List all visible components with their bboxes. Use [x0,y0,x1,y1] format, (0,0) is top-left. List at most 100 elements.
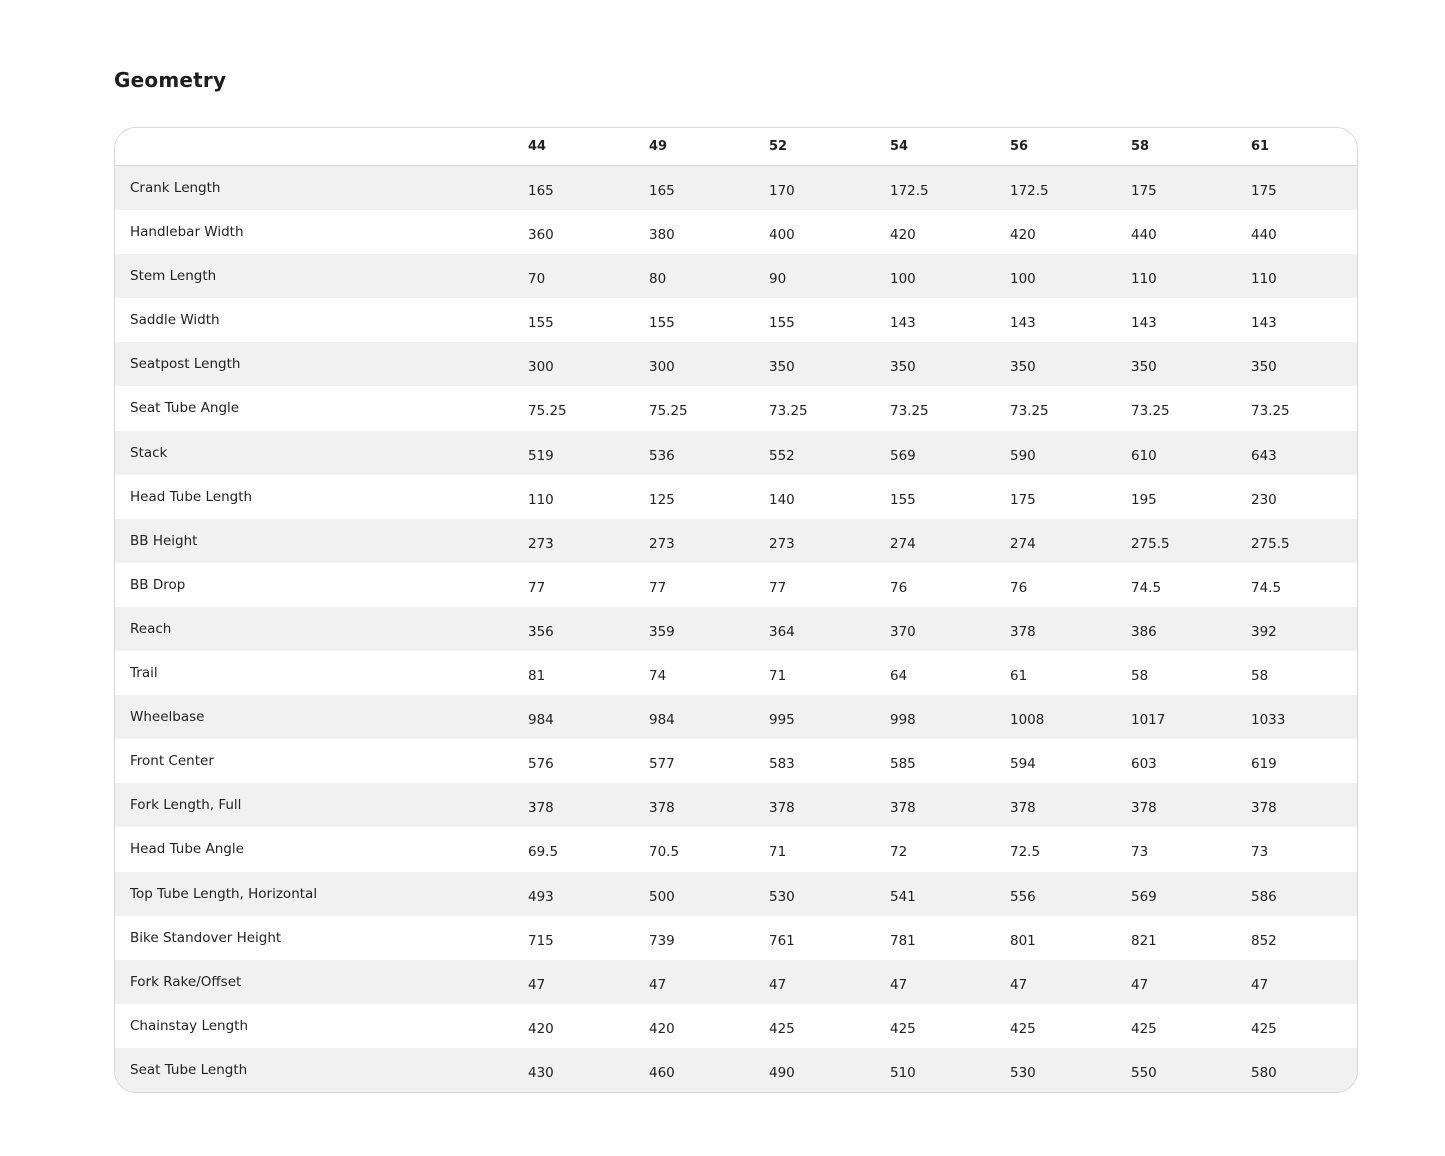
table-cell: 175 [1010,491,1036,508]
table-cell: 47 [649,976,667,993]
row-label: Crank Length [130,180,221,196]
table-row: Handlebar Width 360 380 400 420 420 440 440 [115,210,1357,254]
table-cell: 420 [1010,227,1036,244]
table-cell: 530 [1010,1064,1036,1081]
table-cell: 425 [1251,1020,1277,1037]
table-cell: 556 [1010,888,1036,905]
table-row: Reach 356 359 364 370 378 386 392 [115,606,1357,652]
table-cell: 440 [1251,227,1277,244]
table-cell: 170 [769,183,795,199]
table-cell: 378 [1010,623,1036,640]
table-cell: 73.25 [769,403,808,420]
table-cell: 490 [769,1064,795,1081]
row-label: BB Height [130,532,198,549]
table-cell: 378 [890,800,916,817]
table-row: Seat Tube Angle 75.25 75.25 73.25 73.25 73.25… [115,386,1357,430]
table-cell: 350 [1131,359,1157,376]
table-cell: 71 [769,844,787,861]
row-label: Handlebar Width [130,224,244,241]
table-cell: 175 [1251,183,1277,199]
table-cell: 1008 [1010,712,1045,729]
column-header-size-52: 52 [769,139,788,154]
table-cell: 583 [769,756,795,773]
table-cell: 100 [890,271,916,288]
table-cell: 77 [528,579,546,596]
table-row: Front Center 576 577 583 585 594 603 619 [115,739,1357,783]
table-cell: 72.5 [1010,844,1041,861]
table-cell: 370 [890,623,916,640]
table-body: Crank Length 165 165 170 172.5 172.5 175 175 Han… [115,166,1357,1092]
table-cell: 70.5 [649,844,680,861]
column-header-size-54: 54 [890,139,909,154]
table-cell: 585 [890,756,916,773]
table-cell: 420 [649,1020,675,1037]
table-cell: 590 [1010,447,1036,464]
table-cell: 594 [1010,756,1036,773]
table-cell: 536 [649,447,675,464]
row-label: Fork Rake/Offset [130,973,242,990]
table-cell: 58 [1251,668,1269,685]
row-label: Seatpost Length [130,356,241,373]
table-cell: 739 [649,932,675,949]
column-header-size-61: 61 [1251,139,1270,154]
table-cell: 274 [1010,535,1036,552]
table-row: Stem Length 70 80 90 100 100 110 110 [115,254,1357,299]
table-cell: 998 [890,712,916,729]
section-title: Geometry [114,68,227,92]
table-row: Bike Standover Height 715 739 761 781 801 821 8… [115,916,1357,960]
table-cell: 569 [1131,888,1157,905]
table-cell: 110 [1251,271,1277,288]
table-cell: 73.25 [890,403,929,420]
table-cell: 61 [1010,668,1028,685]
table-cell: 360 [528,227,554,244]
table-cell: 493 [528,888,554,905]
table-cell: 73.25 [1131,403,1170,420]
table-cell: 110 [528,491,554,508]
column-header-size-49: 49 [649,139,668,154]
table-cell: 364 [769,623,795,640]
row-label: Chainstay Length [130,1017,249,1034]
table-cell: 425 [890,1020,916,1037]
row-label: Wheelbase [130,709,205,726]
table-cell: 273 [769,535,795,552]
table-cell: 47 [528,976,546,993]
table-cell: 143 [1251,315,1277,332]
table-cell: 143 [890,315,916,332]
table-cell: 378 [769,800,795,817]
table-row: Head Tube Angle 69.5 70.5 71 72 72.5 73 73 [115,827,1357,871]
table-cell: 76 [1010,579,1028,596]
table-cell: 1033 [1251,712,1286,729]
geometry-table: 44 49 52 54 56 58 61 Crank Length 165 165 170 172.… [114,127,1358,1093]
table-row: Crank Length 165 165 170 172.5 172.5 175 175 [115,166,1357,211]
table-cell: 69.5 [528,844,559,861]
table-cell: 378 [1251,800,1277,817]
row-label: Seat Tube Angle [130,400,240,417]
table-cell: 155 [528,315,554,332]
table-cell: 125 [649,491,675,508]
table-row: Fork Length, Full 378 378 378 378 378 378 378 [115,783,1357,828]
table-cell: 75.25 [528,403,567,420]
table-cell: 821 [1131,932,1157,949]
table-cell: 519 [528,447,554,464]
table-cell: 90 [769,271,787,288]
table-cell: 273 [528,535,554,552]
table-cell: 70 [528,271,546,288]
table-cell: 430 [528,1064,554,1081]
table-cell: 274 [890,535,916,552]
table-row: Wheelbase 984 984 995 998 1008 1017 1033 [115,695,1357,740]
row-label: Top Tube Length, Horizontal [130,885,318,902]
table-cell: 984 [528,712,554,729]
table-cell: 378 [1131,800,1157,817]
table-cell: 541 [890,888,916,905]
table-cell: 510 [890,1064,916,1081]
table-cell: 100 [1010,271,1036,288]
table-cell: 610 [1131,447,1157,464]
table-cell: 175 [1131,183,1157,199]
row-label: Stack [130,444,168,461]
row-label: Stem Length [130,268,217,285]
table-cell: 230 [1251,491,1277,508]
table-cell: 47 [1251,976,1269,993]
table-cell: 359 [649,623,675,640]
table-cell: 995 [769,712,795,729]
table-cell: 392 [1251,623,1277,640]
